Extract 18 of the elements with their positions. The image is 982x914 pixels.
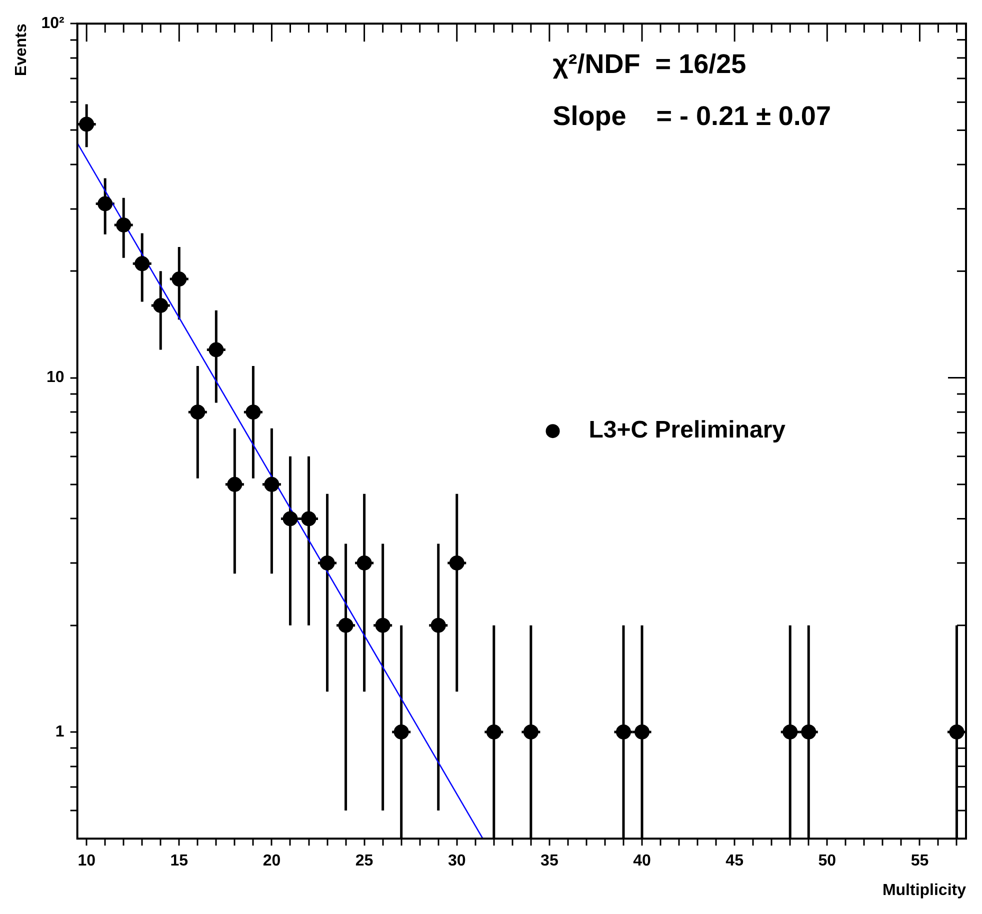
annotation: Slope = - 0.21 ± 0.07 bbox=[552, 101, 831, 132]
annotation: χ²/NDF = 16/25 bbox=[552, 49, 746, 80]
x-tick-label: 50 bbox=[818, 852, 836, 870]
y-axis-title: Events bbox=[13, 24, 30, 76]
y-tick-label: 10² bbox=[41, 15, 64, 32]
x-tick-label: 15 bbox=[170, 852, 188, 870]
x-axis-title: Multiplicity bbox=[882, 882, 966, 899]
x-tick-label: 20 bbox=[262, 852, 281, 870]
y-tick-label: 10 bbox=[46, 369, 64, 386]
x-tick-label: 45 bbox=[726, 852, 744, 870]
y-tick-label: 1 bbox=[55, 723, 64, 740]
x-tick-label: 30 bbox=[448, 852, 466, 870]
legend-label: L3+C Preliminary bbox=[588, 416, 786, 444]
x-tick-label: 35 bbox=[540, 852, 558, 870]
x-tick-label: 40 bbox=[633, 852, 652, 870]
x-tick-label: 55 bbox=[910, 852, 929, 870]
x-tick-label: 25 bbox=[355, 852, 374, 870]
x-tick-label: 10 bbox=[78, 852, 96, 870]
